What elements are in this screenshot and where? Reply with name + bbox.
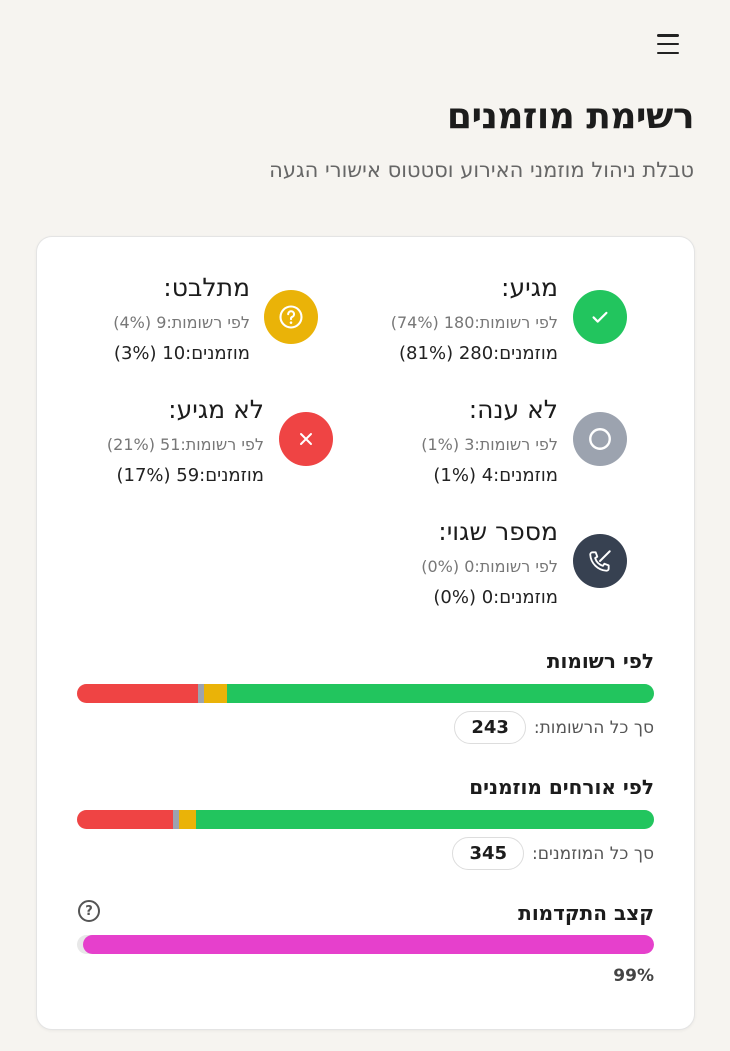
stat-wrong-number: מספר שגוי: לפי רשומות:0 (0%) מוזמנים:0 (… (421, 517, 558, 609)
records-bar-arriving (227, 684, 654, 703)
hamburger-menu-icon[interactable] (657, 34, 679, 54)
stat-not-arriving: לא מגיע: לפי רשומות:51 (21%) מוזמנים:59 … (107, 395, 264, 487)
phone-off-icon (573, 534, 627, 588)
stat-by-records: לפי רשומות:180 (74%) (390, 313, 558, 332)
guests-bar (77, 810, 654, 829)
stat-by-invitees: מוזמנים:280 (81%) (399, 343, 558, 364)
menu-line (657, 42, 679, 46)
records-section-title: לפי רשומות (546, 649, 654, 673)
rsvp-summary-card: מגיע: לפי רשומות:180 (74%) מוזמנים:280 (… (36, 236, 695, 1030)
stat-no-answer: לא ענה: לפי רשומות:3 (1%) מוזמנים:4 (1%) (421, 395, 558, 487)
guests-bar-arriving (195, 810, 654, 829)
records-bar (77, 684, 654, 703)
stat-arriving: מגיע: לפי רשומות:180 (74%) מוזמנים:280 (… (391, 273, 558, 365)
check-icon (573, 290, 627, 344)
question-circle-icon[interactable]: ? (78, 900, 100, 922)
question-icon (264, 290, 318, 344)
stat-by-records: לפי רשומות:3 (1%) (421, 435, 558, 454)
records-total-value: 243 (454, 711, 526, 744)
page-title: רשימת מוזמנים (446, 96, 695, 137)
stat-by-invitees: מוזמנים:10 (3%) (113, 343, 250, 364)
records-bar-undecided (203, 684, 228, 703)
progress-fill (82, 935, 654, 954)
guests-bar-not-arriving (77, 810, 174, 829)
records-bar-no-answer (198, 684, 204, 703)
x-icon (279, 412, 333, 466)
progress-bar (77, 935, 654, 954)
circle-icon (573, 412, 627, 466)
guests-bar-undecided (178, 810, 196, 829)
stat-by-records: לפי רשומות:51 (21%) (106, 435, 264, 454)
page-subtitle: טבלת ניהול מוזמני האירוע וסטטוס אישורי ה… (269, 158, 694, 182)
stat-undecided: מתלבט: לפי רשומות:9 (4%) מוזמנים:10 (3%) (113, 273, 250, 365)
stat-by-invitees: מוזמנים:0 (0%) (433, 587, 558, 608)
stat-label: לא ענה: (468, 395, 558, 424)
guests-total-label: סך כל המוזמנים: (532, 843, 654, 864)
stat-label: מגיע: (501, 273, 558, 302)
stat-by-records: לפי רשומות:9 (4%) (113, 313, 250, 332)
stat-label: לא מגיע: (168, 395, 264, 424)
guests-total-value: 345 (452, 837, 525, 870)
records-total-label: סך כל הרשומות: (533, 717, 654, 738)
guests-bar-no-answer (173, 810, 179, 829)
records-total: סך כל הרשומות: 243 (454, 711, 654, 744)
stat-by-invitees: מוזמנים:4 (1%) (433, 465, 558, 486)
menu-line (657, 34, 679, 37)
guests-total: סך כל המוזמנים: 345 (452, 837, 654, 870)
guests-section-title: לפי אורחים מוזמנים (469, 775, 654, 799)
menu-line (657, 51, 679, 54)
stat-label: מתלבט: (163, 273, 250, 302)
records-bar-not-arriving (77, 684, 199, 703)
progress-percent: 99% (613, 966, 654, 986)
stat-by-invitees: מוזמנים:59 (17%) (116, 465, 264, 486)
stat-by-records: לפי רשומות:0 (0%) (421, 557, 558, 576)
progress-title: קצב התקדמות (518, 901, 654, 925)
stat-label: מספר שגוי: (438, 517, 558, 546)
